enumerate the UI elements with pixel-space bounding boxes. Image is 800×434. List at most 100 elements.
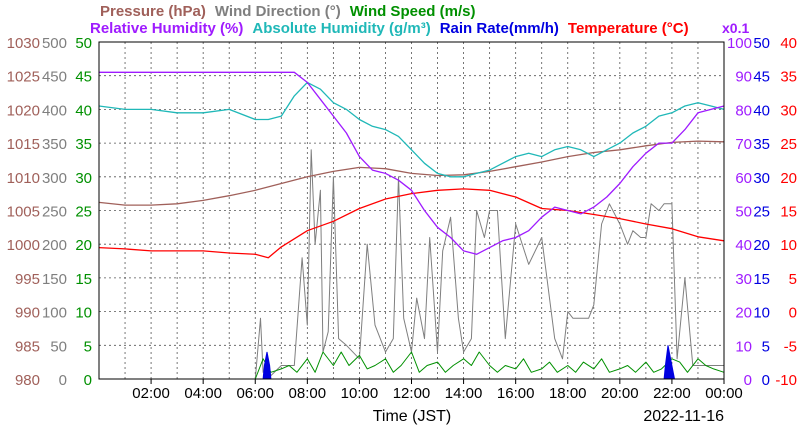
tick-label-wind_speed: 30: [75, 170, 92, 187]
tick-label-wind_direction: 150: [42, 271, 67, 288]
tick-label-rain_rate: 20: [753, 237, 770, 254]
tick-label-wind_direction: 400: [42, 102, 67, 119]
tick-label-rain_rate: 10: [753, 305, 770, 322]
tick-label-wind_direction: 350: [42, 136, 67, 153]
tick-label-wind_speed: 20: [75, 237, 92, 254]
tick-label-pressure: 1005: [7, 204, 40, 221]
tick-label-rain_rate: 45: [753, 69, 770, 86]
title-item: Wind Direction (°): [215, 3, 341, 20]
tick-label-humidity: 70: [735, 136, 752, 153]
tick-label-rain_rate: 40: [753, 102, 770, 119]
tick-label-wind_speed: 10: [75, 305, 92, 322]
tick-label-wind_speed: 50: [75, 35, 92, 52]
series-absolute-humidity-g-m: [98, 81, 725, 178]
x-tick-label: 04:00: [184, 385, 222, 402]
tick-label-wind_direction: 100: [42, 305, 67, 322]
tick-label-wind_direction: 450: [42, 69, 67, 86]
series-rain-rate: [99, 345, 724, 380]
right-axes: 0102030405060708090100051015202530354045…: [727, 35, 797, 389]
title-item: Absolute Humidity (g/m³): [252, 20, 430, 37]
tick-label-temperature: -10: [775, 372, 797, 389]
tick-label-pressure: 980: [15, 372, 40, 389]
scale-note: x0.1: [722, 20, 749, 36]
date-label: 2022-11-16: [643, 408, 724, 425]
plot-grid: [99, 42, 724, 379]
tick-label-wind_direction: 200: [42, 237, 67, 254]
tick-label-wind_speed: 15: [75, 271, 92, 288]
left-axes: 9809859909951000100510101015102010251030…: [7, 35, 92, 389]
title-item: Relative Humidity (%): [90, 20, 243, 37]
tick-label-humidity: 30: [735, 271, 752, 288]
tick-label-temperature: 35: [780, 69, 797, 86]
tick-label-pressure: 1020: [7, 102, 40, 119]
series-wind-speed-m-s: [99, 351, 725, 380]
tick-label-temperature: 15: [780, 204, 797, 221]
tick-label-wind_direction: 250: [42, 204, 67, 221]
tick-label-wind_speed: 45: [75, 69, 92, 86]
tick-label-temperature: 40: [780, 35, 797, 52]
tick-label-humidity: 20: [735, 305, 752, 322]
x-tick-label: 20:00: [601, 385, 639, 402]
tick-label-pressure: 1010: [7, 170, 40, 187]
tick-label-pressure: 1025: [7, 69, 40, 86]
tick-label-humidity: 80: [735, 102, 752, 119]
tick-label-rain_rate: 35: [753, 136, 770, 153]
x-tick-label: 18:00: [549, 385, 587, 402]
tick-label-wind_speed: 0: [84, 372, 92, 389]
tick-label-rain_rate: 5: [762, 338, 770, 355]
x-tick-label: 00:00: [705, 385, 743, 402]
tick-label-wind_direction: 0: [59, 372, 67, 389]
tick-label-humidity: 10: [735, 338, 752, 355]
series-temperature-c: [98, 188, 725, 259]
tick-label-wind_speed: 40: [75, 102, 92, 119]
tick-label-wind_direction: 500: [42, 35, 67, 52]
tick-label-pressure: 1000: [7, 237, 40, 254]
tick-label-temperature: 25: [780, 136, 797, 153]
tick-label-temperature: 30: [780, 102, 797, 119]
title-item: Temperature (°C): [568, 20, 689, 37]
tick-label-rain_rate: 15: [753, 271, 770, 288]
series-wind-direction: [99, 149, 724, 380]
title-item: Pressure (hPa): [100, 3, 206, 20]
series-pressure-hpa: [98, 140, 725, 206]
tick-label-humidity: 60: [735, 170, 752, 187]
tick-label-humidity: 40: [735, 237, 752, 254]
tick-label-pressure: 1015: [7, 136, 40, 153]
x-tick-label: 02:00: [132, 385, 170, 402]
tick-label-temperature: 20: [780, 170, 797, 187]
tick-label-temperature: 0: [789, 305, 797, 322]
tick-label-rain_rate: 50: [753, 35, 770, 52]
series-relative-humidity: [99, 71, 725, 255]
tick-label-wind_speed: 5: [84, 338, 92, 355]
tick-label-rain_rate: 25: [753, 204, 770, 221]
tick-label-temperature: 10: [780, 237, 797, 254]
tick-label-humidity: 0: [744, 372, 752, 389]
x-tick-label: 12:00: [393, 385, 431, 402]
tick-label-humidity: 50: [735, 204, 752, 221]
tick-label-pressure: 995: [15, 271, 40, 288]
tick-label-rain_rate: 30: [753, 170, 770, 187]
tick-label-humidity: 100: [727, 35, 752, 52]
tick-label-wind_direction: 50: [50, 338, 67, 355]
tick-label-pressure: 990: [15, 305, 40, 322]
x-tick-label: 22:00: [653, 385, 691, 402]
chart-titles: Pressure (hPa) Wind Direction (°) Wind Spe…: [90, 3, 749, 37]
title-item: Rain Rate(mm/h): [440, 20, 559, 37]
x-axis-label: Time (JST): [373, 408, 452, 425]
tick-label-rain_rate: 0: [762, 372, 770, 389]
tick-label-wind_speed: 25: [75, 204, 92, 221]
tick-label-wind_direction: 300: [42, 170, 67, 187]
title-line: Relative Humidity (%) Absolute Humidity (…: [90, 20, 689, 37]
x-axis: 02:00 04:00 06:00 08:00 10:00 12:00 14:00 16:00…: [132, 379, 743, 402]
x-tick-label: 10:00: [341, 385, 379, 402]
tick-label-wind_speed: 35: [75, 136, 92, 153]
x-tick-label: 16:00: [497, 385, 535, 402]
tick-label-temperature: -5: [784, 338, 797, 355]
tick-label-temperature: 5: [789, 271, 797, 288]
x-tick-label: 14:00: [445, 385, 483, 402]
title-line: Pressure (hPa) Wind Direction (°) Wind Spe…: [100, 3, 475, 20]
series-layer: [98, 71, 725, 380]
tick-label-pressure: 985: [15, 338, 40, 355]
tick-label-pressure: 1030: [7, 35, 40, 52]
